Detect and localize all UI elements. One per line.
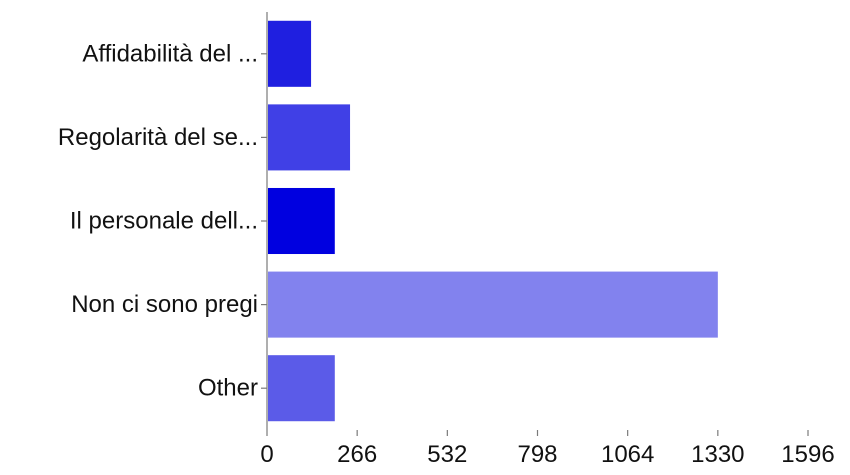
x-tick-label-1: 266 (337, 441, 377, 468)
bar-0 (268, 20, 312, 87)
bar-2 (268, 187, 335, 255)
x-tick-label-0: 0 (260, 441, 273, 468)
category-label-1: Regolarità del se... (58, 124, 258, 151)
x-tick-label-2: 532 (427, 441, 467, 468)
bars-group (268, 20, 718, 422)
category-label-3: Non ci sono pregi (71, 291, 258, 318)
y-axis-ticks (261, 53, 267, 389)
x-tick-label-6: 1596 (781, 441, 834, 468)
x-tick-label-4: 1064 (601, 441, 654, 468)
x-tick-label-5: 1330 (691, 441, 744, 468)
category-labels: Affidabilità del ... Regolarità del se...… (58, 40, 258, 401)
x-tick-label-3: 798 (517, 441, 557, 468)
bar-1 (268, 104, 351, 171)
category-label-0: Affidabilità del ... (82, 40, 258, 67)
bar-4 (268, 355, 335, 422)
bar-3 (268, 271, 718, 338)
x-axis-ticks: 0 266 532 798 1064 1330 1596 (260, 430, 835, 468)
category-label-2: Il personale dell... (70, 208, 258, 235)
category-label-4: Other (198, 375, 258, 402)
